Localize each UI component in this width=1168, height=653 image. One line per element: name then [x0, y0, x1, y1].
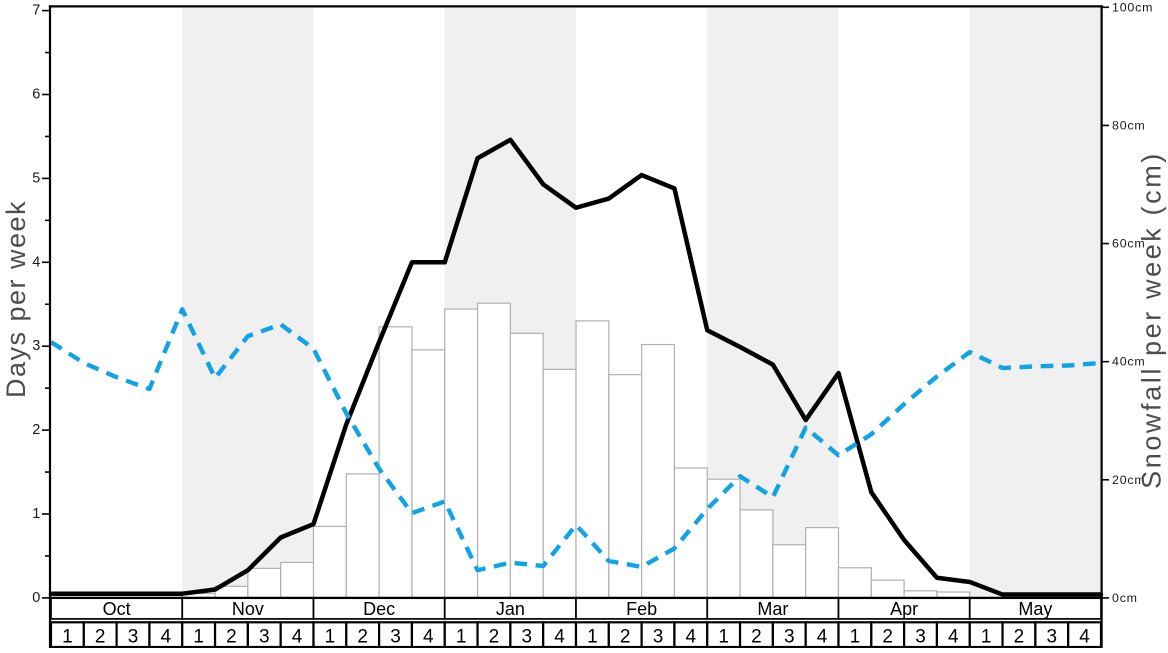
svg-text:40cm: 40cm [1112, 355, 1146, 369]
svg-text:20cm: 20cm [1112, 473, 1146, 487]
svg-text:Oct: Oct [103, 599, 131, 619]
svg-text:7: 7 [32, 3, 40, 19]
svg-text:0: 0 [32, 590, 40, 606]
svg-text:4: 4 [161, 627, 172, 648]
svg-text:4: 4 [817, 627, 828, 648]
svg-text:100cm: 100cm [1112, 0, 1153, 14]
svg-text:Days per week: Days per week [1, 200, 31, 398]
svg-text:4: 4 [32, 254, 40, 270]
svg-text:5: 5 [32, 170, 40, 186]
svg-text:1: 1 [981, 627, 992, 648]
svg-text:4: 4 [292, 627, 303, 648]
svg-text:Snowfall per week (cm): Snowfall per week (cm) [1137, 151, 1167, 489]
svg-text:Jan: Jan [496, 599, 525, 619]
svg-text:Feb: Feb [626, 599, 657, 619]
svg-text:2: 2 [751, 627, 762, 648]
svg-text:60cm: 60cm [1112, 237, 1146, 251]
svg-text:1: 1 [193, 627, 204, 648]
svg-text:3: 3 [128, 627, 139, 648]
svg-text:3: 3 [521, 627, 532, 648]
svg-text:2: 2 [620, 627, 631, 648]
svg-text:3: 3 [1046, 627, 1057, 648]
svg-text:1: 1 [456, 627, 467, 648]
svg-text:80cm: 80cm [1112, 118, 1146, 132]
svg-text:2: 2 [357, 627, 368, 648]
svg-text:2: 2 [1014, 627, 1025, 648]
svg-text:3: 3 [390, 627, 401, 648]
svg-text:1: 1 [62, 627, 73, 648]
svg-text:3: 3 [259, 627, 270, 648]
svg-text:3: 3 [32, 338, 40, 354]
svg-text:1: 1 [32, 506, 40, 522]
svg-text:May: May [1018, 599, 1052, 619]
svg-text:3: 3 [915, 627, 926, 648]
svg-text:6: 6 [32, 87, 40, 103]
svg-text:1: 1 [718, 627, 729, 648]
svg-text:2: 2 [489, 627, 500, 648]
svg-text:1: 1 [325, 627, 336, 648]
svg-text:4: 4 [1079, 627, 1090, 648]
svg-text:4: 4 [423, 627, 434, 648]
svg-text:4: 4 [686, 627, 697, 648]
svg-text:2: 2 [882, 627, 893, 648]
svg-text:2: 2 [32, 422, 40, 438]
svg-text:4: 4 [554, 627, 565, 648]
svg-text:Apr: Apr [890, 599, 918, 619]
svg-text:4: 4 [948, 627, 959, 648]
svg-text:2: 2 [95, 627, 106, 648]
svg-text:3: 3 [784, 627, 795, 648]
svg-text:1: 1 [850, 627, 861, 648]
svg-text:1: 1 [587, 627, 598, 648]
svg-text:Nov: Nov [232, 599, 264, 619]
svg-text:Dec: Dec [363, 599, 395, 619]
svg-text:0cm: 0cm [1112, 591, 1138, 605]
svg-text:Mar: Mar [757, 599, 788, 619]
svg-text:3: 3 [653, 627, 664, 648]
svg-text:2: 2 [226, 627, 237, 648]
